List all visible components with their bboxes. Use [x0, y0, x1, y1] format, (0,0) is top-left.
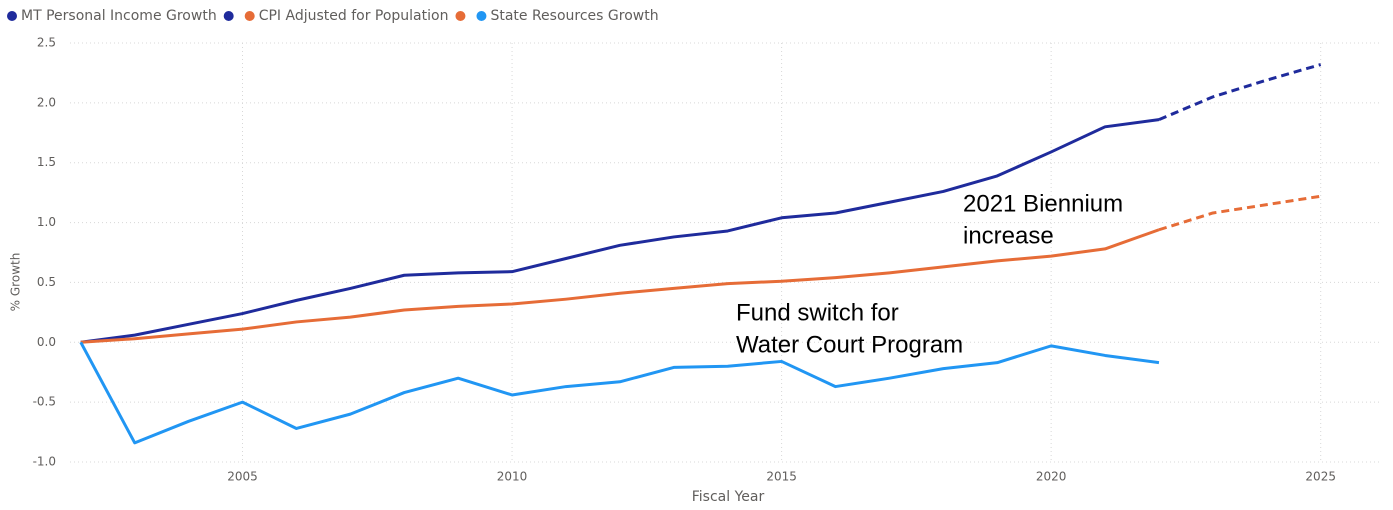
annotation: increase	[963, 222, 1054, 249]
line-series	[80, 228, 1160, 344]
legend-marker	[7, 11, 17, 21]
x-tick-label: 2020	[1036, 470, 1067, 484]
legend-marker	[476, 11, 487, 21]
legend-label: MT Personal Income Growth	[21, 8, 217, 24]
legend-marker	[244, 11, 255, 21]
annotation: 2021 Biennium	[963, 190, 1123, 217]
annotation: Fund switch for	[736, 299, 899, 326]
x-tick-label: 2010	[497, 470, 528, 484]
legend-marker	[455, 11, 466, 21]
line-series	[1158, 63, 1322, 121]
y-tick-label: 0.5	[37, 275, 56, 289]
y-tick-label: 1.5	[37, 155, 56, 169]
y-tick-label: 0.0	[37, 335, 56, 349]
x-tick-label: 2015	[766, 470, 797, 484]
y-tick-label: 2.0	[37, 95, 56, 109]
line-series	[1158, 194, 1321, 232]
legend-label: State Resources Growth	[490, 8, 658, 24]
line-series	[79, 341, 1160, 445]
annotation: Water Court Program	[736, 331, 963, 358]
x-tick-label: 2025	[1305, 470, 1336, 484]
y-axis-label: % Growth	[9, 253, 23, 312]
y-tick-label: 2.5	[37, 36, 56, 50]
line-series	[80, 118, 1160, 344]
y-tick-label: -1.0	[33, 455, 56, 469]
legend-marker	[223, 11, 234, 21]
legend-label: CPI Adjusted for Population	[259, 8, 449, 24]
x-axis-label: Fiscal Year	[692, 489, 765, 505]
x-tick-label: 2005	[227, 470, 258, 484]
y-tick-label: 1.0	[37, 215, 56, 229]
y-tick-label: -0.5	[33, 395, 56, 409]
